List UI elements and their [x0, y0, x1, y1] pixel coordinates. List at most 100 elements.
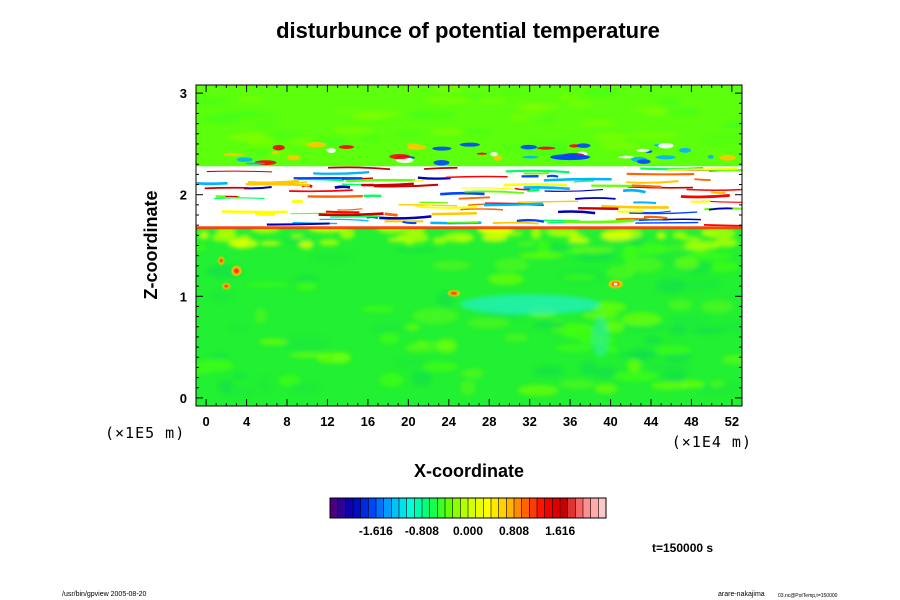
texture-blob [646, 361, 689, 374]
y-tick-label: 0 [180, 391, 187, 406]
texture-blob [523, 103, 545, 113]
colorbar-cell [514, 498, 523, 518]
wave-feature [271, 151, 279, 155]
texture-blob [650, 381, 691, 390]
time-label: t=150000 s [652, 541, 713, 555]
footer-left: /usr/bin/gpview 2005-08-20 [62, 591, 147, 598]
texture-blob [224, 134, 261, 141]
band-streak [440, 191, 485, 196]
texture-blob [533, 366, 564, 377]
colorbar-cell [429, 498, 438, 518]
texture-blob [504, 333, 529, 342]
wave-feature [520, 144, 537, 150]
texture-blob [672, 231, 687, 239]
wave-feature [522, 155, 539, 159]
texture-blob [411, 308, 459, 324]
band-streak [204, 186, 249, 190]
band-streak [412, 179, 425, 182]
texture-blob [617, 352, 663, 358]
x-tick-label: 28 [482, 414, 496, 429]
texture-blob [404, 239, 415, 245]
texture-blob [629, 132, 678, 139]
band-streak [431, 212, 477, 216]
x-tick-label: 16 [361, 414, 375, 429]
colorbar-cell [506, 498, 515, 518]
wave-feature [286, 155, 301, 161]
band-streak [643, 215, 668, 220]
band-streak [686, 188, 742, 191]
texture-blob [704, 227, 736, 239]
colorbar-tick-label: -1.616 [359, 524, 393, 538]
texture-blob [263, 131, 303, 138]
colorbar-cell [353, 498, 362, 518]
texture-blob [424, 96, 473, 104]
cool-patch [459, 294, 600, 315]
band-streak [334, 185, 351, 189]
x-tick-label: 36 [563, 414, 577, 429]
wave-feature [245, 162, 266, 165]
texture-blob [278, 374, 301, 387]
texture-blob [196, 359, 234, 373]
colorbar-tick-label: 1.616 [545, 524, 575, 538]
texture-blob [411, 370, 432, 386]
texture-blob [720, 122, 742, 129]
texture-blob [667, 299, 693, 311]
texture-blob [567, 237, 590, 244]
band-streak [625, 180, 679, 184]
warm-spot [450, 291, 458, 296]
texture-blob [582, 312, 620, 320]
texture-blob [594, 383, 618, 394]
texture-blob [644, 336, 662, 345]
texture-blob [558, 379, 596, 390]
band-streak [267, 181, 308, 185]
texture-blob [463, 367, 484, 380]
wave-feature [306, 141, 327, 148]
texture-blob [593, 133, 630, 142]
band-streak [564, 219, 635, 224]
colorbar-cell [422, 498, 431, 518]
colorbar-cell [575, 498, 584, 518]
texture-blob [667, 325, 688, 335]
colorbar-cell [330, 498, 339, 518]
texture-blob [289, 382, 319, 394]
texture-blob [245, 282, 290, 287]
colorbar-cell [567, 498, 576, 518]
band-streak [196, 181, 228, 186]
colorbar-frame [329, 497, 607, 519]
texture-blob [209, 354, 229, 359]
wave-feature [576, 143, 591, 148]
texture-blob [250, 123, 283, 127]
wave-feature [550, 154, 591, 161]
band-streak [460, 208, 504, 211]
texture-blob [237, 96, 263, 102]
texture-blob [500, 89, 527, 94]
texture-blob [238, 113, 279, 118]
band-streak [505, 169, 570, 174]
texture-blob [705, 152, 728, 156]
wave-feature [536, 146, 556, 150]
texture-blob [684, 240, 721, 250]
footer-right-main: arare-nakajima [718, 591, 765, 598]
texture-blob [631, 107, 673, 111]
y-axis-label: Z-coordinate [141, 190, 161, 299]
colorbar-cell [452, 498, 461, 518]
texture-blob [662, 107, 701, 116]
band-streak [483, 202, 544, 207]
band-streak [319, 218, 369, 222]
band-streak [573, 180, 595, 183]
x-tick-label: 52 [725, 414, 739, 429]
texture-blob [571, 246, 615, 253]
texture-blob [612, 371, 658, 382]
texture-blob [720, 355, 742, 366]
texture-blob [669, 314, 713, 327]
texture-blob [434, 85, 465, 93]
texture-blob [690, 326, 728, 334]
texture-blob [394, 132, 423, 137]
band-streak [445, 175, 508, 179]
band-lower-edge [196, 226, 742, 230]
texture-blob [295, 275, 318, 283]
texture-blob [218, 380, 234, 392]
texture-blob [415, 341, 428, 346]
texture-blob [458, 371, 474, 377]
texture-blob [657, 98, 680, 105]
